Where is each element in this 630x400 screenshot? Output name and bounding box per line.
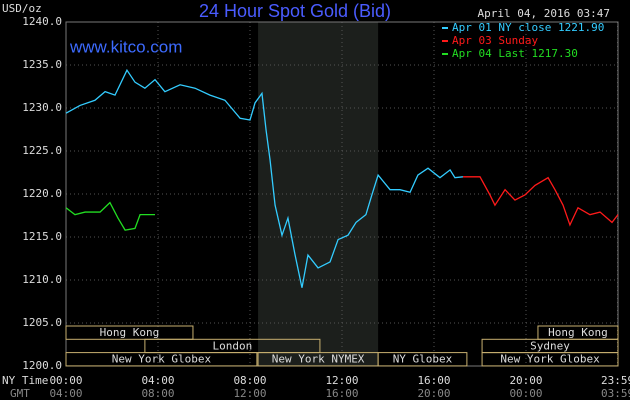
x-row-label: NY Time xyxy=(2,374,48,387)
x-tick-label-gmt: 12:00 xyxy=(233,387,266,400)
price-line xyxy=(65,68,464,288)
legend-swatch xyxy=(442,27,448,29)
session-box xyxy=(481,352,619,367)
y-tick-label: 1205.0 xyxy=(22,316,62,329)
timestamp: April 04, 2016 03:47 xyxy=(478,7,610,20)
session-box xyxy=(65,325,194,340)
x-tick-label-gmt: 20:00 xyxy=(417,387,450,400)
x-tick-label-gmt: 04:00 xyxy=(49,387,82,400)
session-label: New York Globex xyxy=(500,353,600,366)
x-tick-label: 23:59 xyxy=(601,374,630,387)
session-label: London xyxy=(213,339,253,352)
y-tick-label: 1225.0 xyxy=(22,144,62,157)
session-label: Hong Kong xyxy=(548,326,608,339)
session-label: Hong Kong xyxy=(100,326,160,339)
session-label: Sydney xyxy=(530,339,570,352)
x-tick-label: 04:00 xyxy=(141,374,174,387)
x-tick-label-gmt: 16:00 xyxy=(325,387,358,400)
legend-entry: Apr 04 Last 1217.30 xyxy=(452,47,578,60)
session-label: New York NYMEX xyxy=(272,353,365,366)
session-label: New York Globex xyxy=(112,353,212,366)
legend-swatch xyxy=(442,40,448,42)
session-box xyxy=(377,352,468,367)
y-tick-label: 1215.0 xyxy=(22,230,62,243)
x-tick-label: 20:00 xyxy=(509,374,542,387)
legend-swatch xyxy=(442,53,448,55)
y-tick-label: 1200.0 xyxy=(22,359,62,372)
y-tick-label: 1220.0 xyxy=(22,187,62,200)
x-row-label: GMT xyxy=(10,387,30,400)
y-tick-label: 1210.0 xyxy=(22,273,62,286)
x-tick-label-gmt: 00:00 xyxy=(509,387,542,400)
chart-title: 24 Hour Spot Gold (Bid) xyxy=(199,1,391,21)
x-tick-label-gmt: 08:00 xyxy=(141,387,174,400)
y-tick-label: 1230.0 xyxy=(22,101,62,114)
x-tick-label: 00:00 xyxy=(49,374,82,387)
y-tick-label: 1235.0 xyxy=(22,58,62,71)
x-tick-label-gmt: 03:59 xyxy=(601,387,630,400)
unit-label: USD/oz xyxy=(2,2,42,15)
y-tick-label: 1240.0 xyxy=(22,15,62,28)
x-tick-label: 12:00 xyxy=(325,374,358,387)
x-tick-label: 08:00 xyxy=(233,374,266,387)
legend-entry: Apr 01 NY close 1221.90 xyxy=(452,21,604,34)
legend-entry: Apr 03 Sunday xyxy=(452,34,538,47)
x-tick-label: 16:00 xyxy=(417,374,450,387)
session-box xyxy=(65,352,258,367)
watermark: www.kitco.com xyxy=(69,37,182,56)
session-label: NY Globex xyxy=(393,353,453,366)
price-line xyxy=(462,176,619,227)
price-line xyxy=(65,201,156,231)
